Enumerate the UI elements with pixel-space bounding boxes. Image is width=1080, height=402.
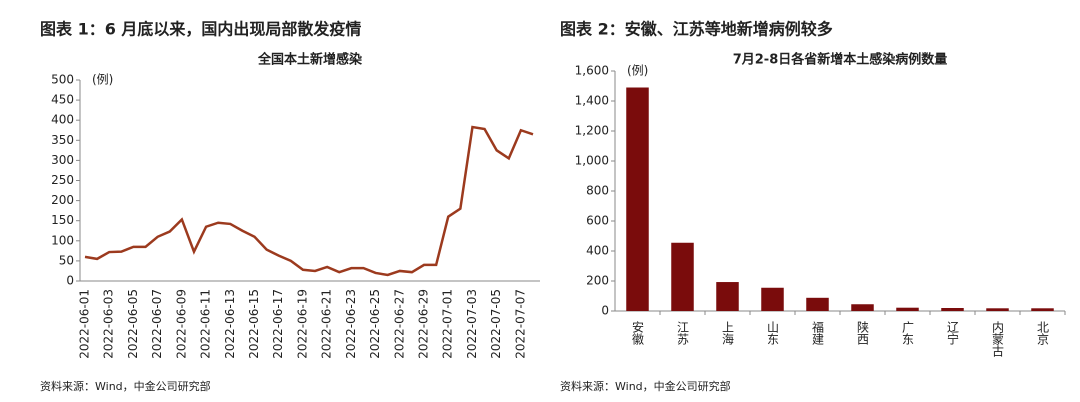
bar: [626, 87, 649, 311]
y-tick-label: 0: [601, 304, 609, 318]
y-tick-label: 450: [51, 93, 74, 107]
bar: [1031, 308, 1054, 311]
x-tick-label: 上海: [721, 321, 735, 345]
x-tick-label: 2022-07-05: [489, 289, 503, 359]
y-tick-label: 300: [51, 153, 74, 167]
line: [84, 125, 534, 277]
x-tick-label: 安徽: [631, 320, 645, 345]
bar: [761, 287, 784, 311]
chart-title: 7月2-8日各省新增本土感染病例数量: [733, 52, 948, 68]
x-tick-label: 2022-06-25: [368, 289, 382, 359]
y-tick-label: 50: [59, 253, 74, 267]
x-tick-label: 2022-06-15: [247, 289, 261, 359]
y-tick-label: 500: [51, 73, 74, 87]
y-tick-label: 400: [51, 113, 74, 127]
figure-title: 图表 2：安徽、江苏等地新增病例较多: [560, 20, 833, 39]
y-tick-label: 100: [51, 233, 74, 247]
y-tick-label: 1,600: [575, 64, 609, 78]
x-tick-label: 2022-06-05: [126, 289, 140, 359]
bar: [851, 304, 874, 311]
x-tick-label: 广东: [901, 321, 915, 345]
y-tick-label: 1,200: [575, 124, 609, 138]
x-tick-label: 2022-06-07: [150, 289, 164, 359]
y-tick-label: 200: [51, 193, 74, 207]
x-tick-label: 北京: [1036, 321, 1050, 346]
x-tick-label: 内蒙古: [991, 321, 1005, 357]
y-tick-label: 400: [586, 244, 609, 258]
y-tick-label: 250: [51, 173, 74, 187]
x-tick-label: 2022-06-11: [199, 289, 213, 359]
x-tick-label: 2022-06-09: [174, 289, 188, 359]
x-tick-label: 2022-06-01: [78, 289, 92, 359]
x-tick-label: 2022-06-17: [271, 289, 285, 359]
y-tick-label: 200: [586, 274, 609, 288]
x-tick-label: 2022-06-29: [417, 289, 431, 359]
bar: [806, 297, 829, 311]
y-tick-label: 800: [586, 184, 609, 198]
x-tick-label: 2022-06-27: [392, 289, 406, 359]
bar: [716, 282, 739, 311]
y-tick-label: 1,000: [575, 154, 609, 168]
y-tick-label: 150: [51, 213, 74, 227]
x-tick-label: 2022-07-03: [465, 289, 479, 359]
x-tick-label: 2022-07-07: [513, 289, 527, 359]
bar: [896, 307, 919, 311]
y-tick-label: 0: [66, 274, 74, 288]
bar: [671, 242, 694, 311]
x-tick-label: 陕西: [856, 320, 870, 345]
x-tick-label: 2022-07-01: [441, 289, 455, 359]
bar: [986, 308, 1009, 311]
x-tick-label: 2022-06-21: [320, 289, 334, 359]
x-tick-label: 2022-06-23: [344, 289, 358, 359]
y-tick-label: 600: [586, 214, 609, 228]
x-tick-label: 2022-06-13: [223, 289, 237, 359]
y-unit: (例): [92, 73, 113, 87]
y-tick-label: 350: [51, 133, 74, 147]
y-tick-label: 1,400: [575, 94, 609, 108]
x-tick-label: 江苏: [676, 321, 690, 345]
y-unit: (例): [627, 64, 648, 78]
x-tick-label: 山东: [766, 321, 780, 345]
source: 资料来源：Wind，中金公司研究部: [560, 379, 731, 393]
x-tick-label: 2022-06-03: [102, 289, 116, 359]
bar: [941, 308, 964, 311]
x-tick-label: 辽宁: [946, 321, 960, 345]
source: 资料来源：Wind，中金公司研究部: [40, 379, 211, 393]
x-tick-label: 福建: [811, 320, 825, 346]
figure-title: 图表 1：6 月底以来，国内出现局部散发疫情: [40, 20, 361, 39]
chart-title: 全国本土新增感染: [257, 52, 363, 68]
x-tick-label: 2022-06-19: [295, 289, 309, 359]
